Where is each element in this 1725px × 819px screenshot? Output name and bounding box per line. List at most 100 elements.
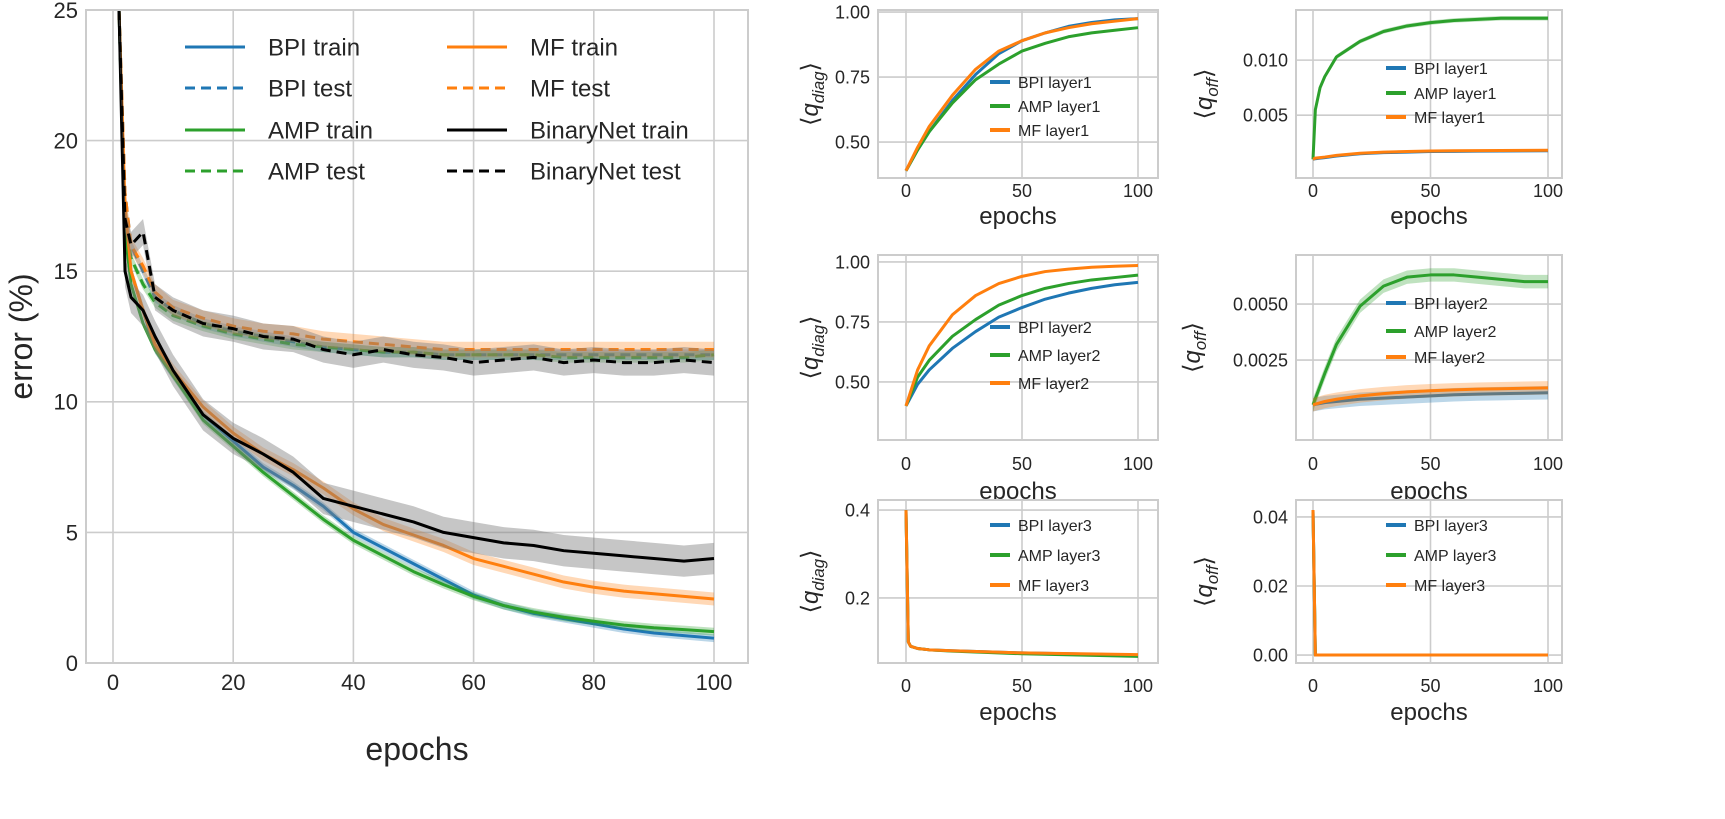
y-tick-label: 15	[54, 259, 78, 284]
series-line-mf-layer2	[904, 264, 1139, 407]
legend-label: BPI layer1	[1018, 75, 1092, 92]
series-line-binarynet-train	[117, 10, 715, 563]
legend: BPI layer2 AMP layer2 MF layer2	[1386, 296, 1497, 367]
legend: BPI layer1 AMP layer1 MF layer1	[1386, 61, 1497, 127]
series-line-mf-layer2	[1312, 386, 1549, 407]
legend-item: BPI train	[185, 35, 360, 62]
legend-item: MF layer2	[990, 376, 1089, 393]
legend-item: BinaryNet train	[447, 118, 689, 145]
symbol: q	[1191, 584, 1218, 598]
x-tick-label: 100	[1123, 181, 1153, 201]
axes-frame	[877, 9, 1159, 179]
x-tick-label: 50	[1012, 454, 1032, 474]
axes-frame	[85, 9, 749, 664]
x-tick-label: 50	[1420, 676, 1440, 696]
axes-frame	[1295, 499, 1563, 664]
chart-panel-2: 0 50 100 0.005 0.010 epochs ⟨qoff⟩ BPI layer1 AM…	[1191, 9, 1563, 230]
series-line-mf-layer3	[904, 510, 1139, 657]
subscript: off	[1191, 329, 1210, 350]
x-tick-label: 0	[1308, 181, 1318, 201]
legend-label: MF layer1	[1414, 110, 1485, 127]
subscript: diag	[809, 558, 828, 590]
legend-label: BinaryNet train	[530, 118, 689, 145]
bracket-open: ⟨	[797, 370, 824, 379]
x-tick-label: 50	[1012, 676, 1032, 696]
legend-label: MF layer2	[1414, 350, 1485, 367]
y-tick-label: 0.2	[845, 588, 870, 608]
x-axis-label: epochs	[979, 699, 1056, 726]
legend-label: AMP train	[268, 118, 373, 145]
x-tick-label: 0	[107, 670, 119, 695]
legend-item: BinaryNet test	[447, 159, 681, 186]
series-line-mf-layer1	[904, 17, 1139, 172]
bracket-open: ⟨	[1191, 598, 1218, 607]
legend-item: MF test	[447, 76, 610, 103]
x-tick-label: 100	[1123, 454, 1153, 474]
y-tick-label: 0.010	[1243, 51, 1288, 71]
chart-panel-1: 0 50 100 0.50 0.75 1.00 epochs ⟨qdiag⟩ BPI layer…	[797, 3, 1159, 230]
legend-item: AMP layer2	[1386, 324, 1497, 341]
x-axis-label: epochs	[1390, 203, 1467, 230]
series-group	[904, 17, 1139, 172]
symbol: q	[797, 590, 824, 604]
series-group	[117, 10, 715, 643]
series-band	[119, 10, 714, 636]
plot-background	[878, 500, 1158, 663]
legend: BPI layer1 AMP layer1 MF layer1	[990, 75, 1101, 140]
plot-background	[86, 10, 748, 663]
chart-panel-0: 0 20 40 60 80 100 0 5 10 15 20 25 epochs error (%) BPI…	[3, 0, 749, 767]
x-axis-label: epochs	[979, 203, 1056, 230]
bracket-close: ⟩	[797, 550, 824, 559]
series-line-bpi-layer2	[904, 280, 1139, 407]
legend-label: MF layer2	[1018, 376, 1089, 393]
x-tick-label: 0	[1308, 454, 1318, 474]
x-tick-label: 60	[461, 670, 485, 695]
series-line-bpi-layer2	[1312, 391, 1549, 407]
x-tick-label: 50	[1420, 454, 1440, 474]
y-tick-label: 25	[54, 0, 78, 23]
axes-frame	[877, 254, 1159, 441]
subscript: diag	[809, 324, 828, 356]
legend: BPI train BPI test AMP train AMP test MF tra…	[185, 35, 689, 186]
chart-panel-6: 0 50 100 0.00 0.02 0.04 epochs ⟨qoff⟩ BPI layer3…	[1191, 499, 1563, 726]
legend-item: MF layer1	[1386, 110, 1485, 127]
series-line-mf-train	[117, 10, 715, 601]
legend-label: AMP layer2	[1414, 324, 1497, 341]
symbol: q	[797, 103, 824, 117]
legend-label: AMP test	[268, 159, 365, 186]
legend-item: BPI layer1	[990, 75, 1092, 92]
series-line-mf-layer3	[1311, 509, 1548, 657]
legend-label: MF layer1	[1018, 123, 1089, 140]
series-line-binarynet-test	[117, 10, 715, 365]
bracket-open: ⟨	[797, 117, 824, 126]
series-group	[1311, 16, 1549, 162]
x-tick-label: 80	[582, 670, 606, 695]
symbol: q	[1179, 350, 1206, 364]
y-tick-label: 0.04	[1253, 507, 1288, 527]
y-tick-label: 0.50	[835, 372, 870, 392]
legend-item: AMP layer1	[1386, 86, 1497, 103]
y-tick-label: 0.0050	[1233, 295, 1288, 315]
y-axis-label: ⟨qoff⟩	[1191, 556, 1222, 607]
x-tick-label: 100	[1533, 676, 1563, 696]
series-line-amp-layer1	[1311, 16, 1548, 160]
symbol: q	[1191, 96, 1218, 110]
x-tick-label: 40	[341, 670, 365, 695]
x-tick-label: 50	[1420, 181, 1440, 201]
legend-label: AMP layer1	[1018, 99, 1101, 116]
legend-label: MF train	[530, 35, 618, 62]
bracket-close: ⟩	[797, 62, 824, 71]
y-tick-label: 5	[66, 520, 78, 545]
legend-item: MF layer1	[990, 123, 1089, 140]
bracket-close: ⟩	[797, 316, 824, 325]
x-tick-label: 0	[901, 454, 911, 474]
series-line-amp-layer2	[1311, 273, 1548, 406]
legend-item: MF layer3	[990, 578, 1089, 595]
legend-label: BPI test	[268, 76, 352, 103]
x-tick-label: 0	[901, 676, 911, 696]
bracket-open: ⟨	[1191, 110, 1218, 119]
y-tick-label: 0.4	[845, 501, 870, 521]
legend-item: BPI test	[185, 76, 352, 103]
